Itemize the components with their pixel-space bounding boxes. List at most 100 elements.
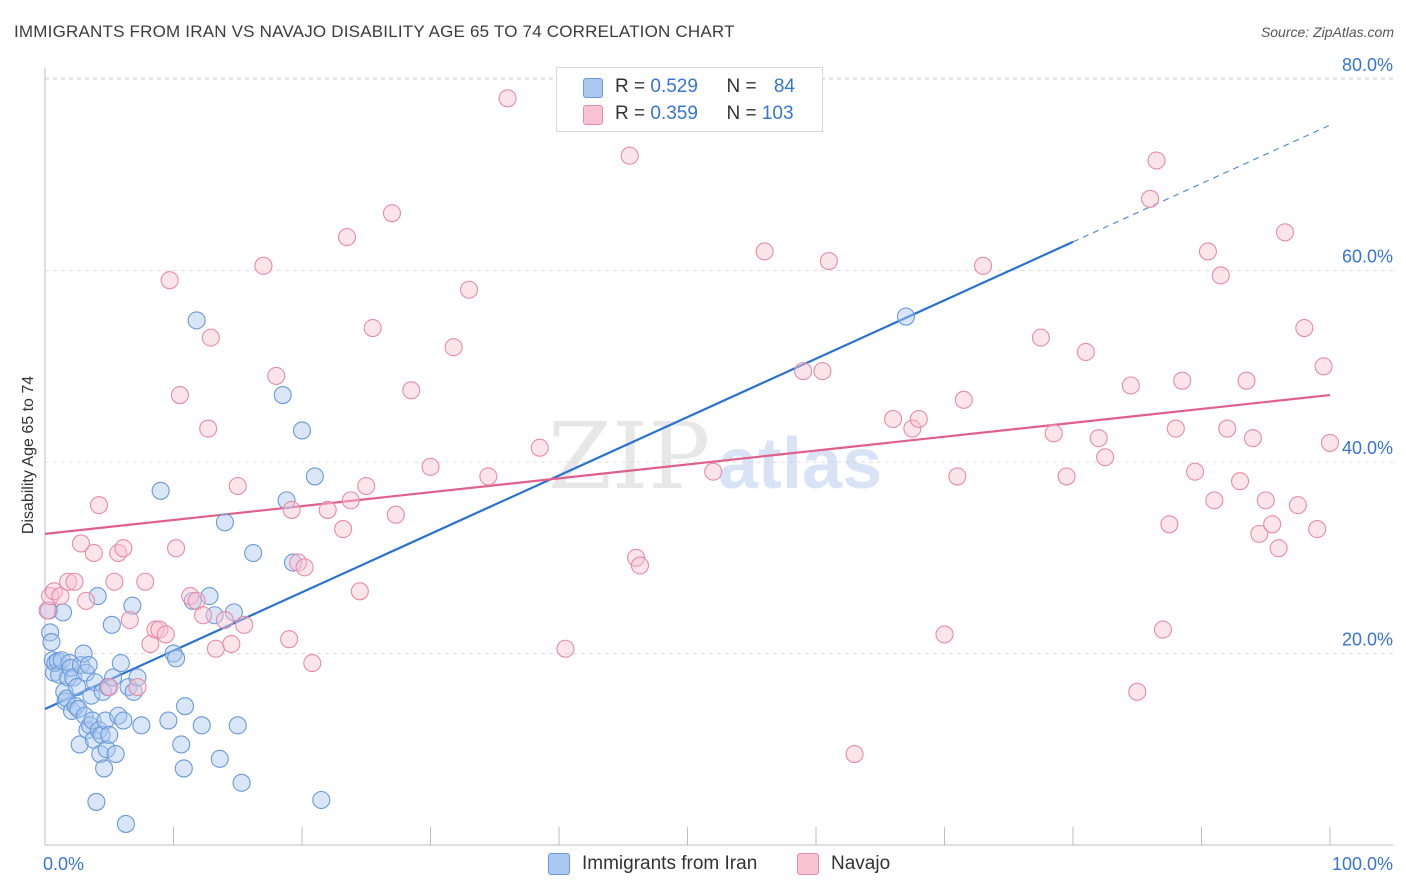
navajo-point	[1250, 524, 1269, 543]
bottom-legend-swatch-pink	[797, 853, 819, 875]
iran-point	[111, 654, 130, 673]
navajo-point	[819, 251, 838, 271]
navajo-point	[479, 467, 498, 486]
iran-point	[89, 721, 109, 740]
navajo-point	[421, 457, 440, 476]
legend-pink-r-label: R =	[615, 103, 651, 124]
iran-point	[79, 655, 98, 675]
navajo-point	[973, 256, 993, 275]
trend-line-pink	[44, 393, 1331, 535]
navajo-point	[704, 462, 723, 481]
navajo-point	[1308, 520, 1327, 539]
iran-point	[896, 307, 916, 326]
iran-point	[128, 668, 147, 687]
navajo-point	[167, 539, 186, 558]
legend-blue-r-label: R =	[615, 76, 651, 97]
trend-line-blue	[44, 240, 1074, 711]
navajo-point	[357, 476, 376, 496]
navajo-point	[1314, 357, 1333, 376]
iran-point	[82, 686, 101, 705]
iran-point	[83, 711, 102, 730]
navajo-point	[100, 677, 119, 697]
watermark: ZIP atlas	[548, 403, 882, 510]
navajo-point	[1096, 448, 1115, 467]
navajo-point	[1089, 429, 1108, 448]
iran-point	[41, 623, 60, 642]
navajo-point	[444, 338, 463, 357]
navajo-point	[530, 438, 549, 457]
navajo-point	[59, 572, 78, 591]
iran-point	[151, 481, 170, 500]
navajo-point	[1263, 515, 1282, 534]
navajo-point	[1044, 424, 1063, 443]
navajo-point	[402, 381, 421, 400]
navajo-point	[909, 409, 928, 429]
y-axis-label: Disability Age 65 to 74	[20, 376, 37, 534]
y-tick-label: 60.0%	[1342, 247, 1393, 267]
navajo-point	[884, 409, 903, 429]
navajo-point	[1173, 371, 1192, 390]
navajo-point	[1211, 266, 1230, 285]
navajo-point	[350, 582, 369, 601]
navajo-point	[194, 606, 213, 625]
navajo-point	[228, 476, 247, 496]
iran-point	[305, 467, 324, 486]
iran-point	[102, 615, 121, 634]
navajo-point	[235, 615, 254, 634]
navajo-point	[382, 204, 402, 223]
iran-point	[53, 603, 73, 622]
navajo-point	[222, 634, 241, 654]
navajo-point	[1198, 242, 1217, 261]
navajo-point	[1186, 462, 1205, 481]
bottom-legend-pink[interactable]: Navajo	[797, 852, 890, 876]
navajo-point	[620, 146, 639, 165]
navajo-point	[254, 256, 273, 275]
navajo-point	[71, 534, 91, 553]
navajo-point	[1147, 151, 1166, 170]
iran-point	[176, 697, 195, 716]
iran-point	[100, 725, 119, 744]
y-tick-label: 80.0%	[1342, 55, 1393, 75]
navajo-point	[201, 328, 220, 347]
x-tick-label-max: 100.0%	[1332, 854, 1393, 874]
navajo-point	[318, 500, 337, 519]
stats-legend: R = 0.529 N = 84 R = 0.359 N = 103	[556, 67, 823, 132]
navajo-point	[903, 419, 922, 438]
iran-point	[97, 740, 116, 759]
iran-point	[174, 759, 193, 778]
y-tick-label: 40.0%	[1342, 438, 1393, 458]
navajo-point	[38, 601, 57, 620]
iran-point	[312, 790, 331, 810]
navajo-point	[282, 500, 301, 519]
navajo-point	[109, 543, 128, 563]
navajo-point	[845, 745, 864, 764]
iran-point	[187, 311, 206, 330]
navajo-point	[948, 467, 967, 486]
legend-pink-n-value: 103	[761, 103, 794, 124]
navajo-point	[77, 591, 96, 610]
iran-point	[123, 596, 142, 615]
bottom-legend-blue[interactable]: Immigrants from Iran	[548, 852, 757, 876]
navajo-point	[303, 654, 322, 673]
navajo-point	[954, 390, 973, 409]
legend-swatch-pink	[583, 105, 603, 125]
iran-point	[114, 711, 133, 730]
navajo-point	[280, 630, 299, 649]
iran-point	[104, 668, 123, 687]
watermark-zip: ZIP	[548, 403, 710, 510]
bottom-legend-swatch-blue	[548, 853, 570, 875]
iran-point	[192, 716, 211, 735]
iran-point	[88, 587, 107, 606]
navajo-point	[1288, 496, 1307, 515]
navajo-point	[1141, 189, 1160, 208]
legend-blue-n-value: 84	[773, 76, 795, 97]
navajo-point	[156, 625, 175, 644]
iran-point	[116, 814, 136, 833]
navajo-point	[146, 620, 165, 639]
iran-point	[106, 745, 125, 764]
navajo-point	[105, 572, 124, 591]
navajo-point	[128, 677, 147, 697]
legend-swatch-blue	[583, 78, 603, 98]
navajo-point	[199, 419, 218, 438]
